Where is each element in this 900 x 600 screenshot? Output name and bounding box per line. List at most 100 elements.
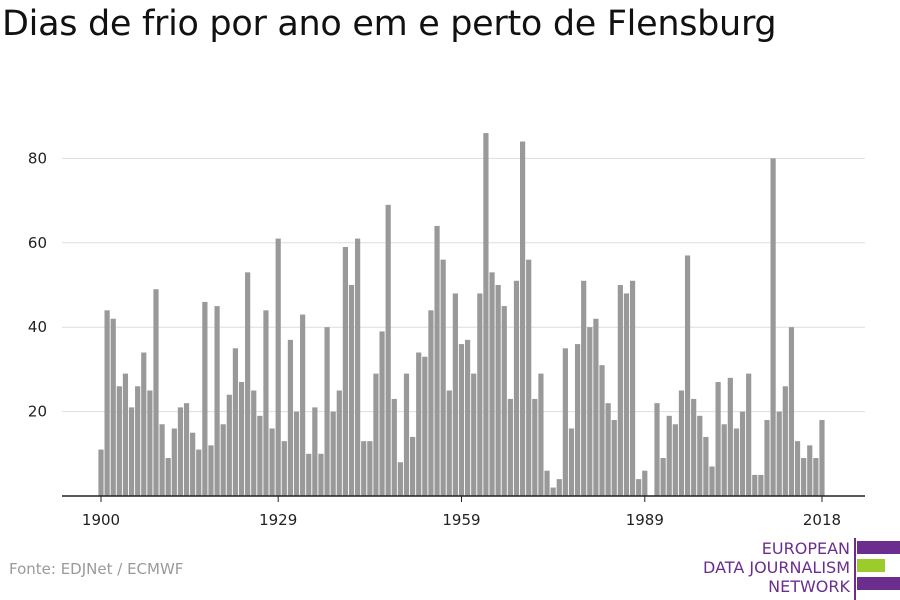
bar-1982: [599, 365, 605, 496]
bar-1999: [703, 436, 709, 496]
bar-1949: [397, 462, 403, 496]
bar-1946: [379, 331, 385, 496]
logo-divider: [854, 538, 856, 600]
bar-1997: [691, 398, 697, 496]
bar-1953: [422, 356, 428, 496]
bar-1970: [526, 259, 532, 496]
bar-1985: [617, 285, 623, 496]
bar-1955: [434, 225, 440, 497]
bar-1930: [281, 441, 287, 496]
bar-2006: [746, 373, 752, 496]
bar-1956: [440, 259, 446, 496]
bar-2002: [721, 424, 727, 496]
bar-1960: [465, 339, 471, 496]
bar-1913: [177, 407, 184, 496]
bar-1959: [458, 344, 465, 496]
bar-1915: [190, 432, 196, 496]
bar-1986: [623, 293, 630, 496]
bar-1917: [202, 301, 208, 496]
bar-2000: [709, 466, 715, 496]
bar-1932: [293, 411, 300, 496]
bar-1902: [110, 318, 116, 496]
bar-2018: [819, 420, 825, 496]
bar-1906: [135, 386, 141, 496]
bar-1933: [300, 314, 306, 496]
bar-1963: [483, 133, 489, 496]
bar-2009: [764, 420, 770, 496]
bar-1979: [581, 280, 587, 496]
bar-1904: [122, 373, 129, 496]
bar-1939: [336, 390, 342, 496]
y-tick-label: 80: [28, 149, 47, 167]
bar-1934: [306, 453, 312, 496]
bar-1945: [373, 373, 379, 496]
bar-1916: [196, 449, 202, 496]
logo-bar-purple-top: [857, 541, 900, 554]
bar-1993: [666, 415, 672, 496]
bar-1935: [312, 407, 318, 496]
bar-1923: [238, 382, 245, 496]
bar-2008: [758, 474, 764, 496]
bar-2013: [788, 327, 795, 496]
bar-1948: [391, 398, 397, 496]
bar-1950: [403, 373, 410, 496]
bar-1947: [385, 204, 391, 496]
bar-1926: [257, 415, 263, 496]
bar-1920: [220, 424, 226, 496]
bar-1994: [672, 424, 678, 496]
bar-1929: [275, 238, 281, 496]
x-tick-label: 1929: [259, 511, 297, 529]
bar-2003: [727, 377, 733, 496]
bar-1971: [532, 398, 538, 496]
bar-1977: [568, 428, 575, 496]
bar-1925: [251, 390, 257, 496]
bar-1921: [226, 394, 232, 496]
bar-1942: [355, 238, 361, 496]
bar-1903: [116, 386, 122, 496]
bar-1996: [684, 255, 691, 496]
bar-1981: [593, 318, 599, 496]
bar-1931: [287, 339, 294, 496]
chart-title: Dias de frio por ano em e perto de Flens…: [2, 4, 777, 44]
bar-1967: [507, 398, 513, 496]
bar-1908: [147, 390, 153, 496]
bar-1941: [348, 285, 355, 496]
bar-1983: [605, 403, 611, 496]
bar-1991: [654, 403, 660, 496]
bar-1912: [171, 428, 177, 496]
bar-2012: [782, 386, 788, 496]
bar-1965: [495, 285, 501, 496]
bar-1937: [324, 327, 330, 496]
bar-1909: [153, 289, 159, 496]
bar-1978: [574, 344, 581, 496]
source-note: Fonte: EDJNet / ECMWF: [9, 560, 184, 578]
bar-1969: [519, 141, 526, 496]
bar-1974: [550, 487, 556, 496]
bar-2011: [776, 411, 782, 496]
bar-2010: [770, 158, 776, 496]
bar-1911: [165, 458, 171, 496]
bar-1918: [208, 445, 214, 496]
bars: [98, 133, 825, 497]
bar-1952: [416, 352, 422, 496]
x-axis-ticks: 1900 1929 1959 1989 2018: [82, 496, 841, 529]
bar-1919: [214, 306, 220, 496]
y-axis-ticks: 20 40 60 80: [28, 149, 47, 420]
bar-1901: [104, 310, 110, 496]
bar-1992: [660, 458, 666, 496]
bar-1943: [361, 441, 367, 496]
bar-2007: [752, 474, 758, 496]
bar-1989: [642, 470, 648, 496]
bar-1910: [159, 424, 165, 496]
bar-1966: [501, 306, 507, 496]
bar-1905: [128, 407, 135, 496]
bar-1962: [477, 293, 483, 496]
bar-1964: [489, 272, 495, 496]
bar-1914: [183, 403, 190, 496]
logo-bar-purple-bottom: [857, 577, 900, 590]
bar-2005: [739, 411, 746, 496]
bar-1958: [452, 293, 458, 496]
bar-1968: [513, 280, 520, 496]
x-tick-label: 2018: [803, 511, 841, 529]
x-tick-label: 1989: [626, 511, 664, 529]
